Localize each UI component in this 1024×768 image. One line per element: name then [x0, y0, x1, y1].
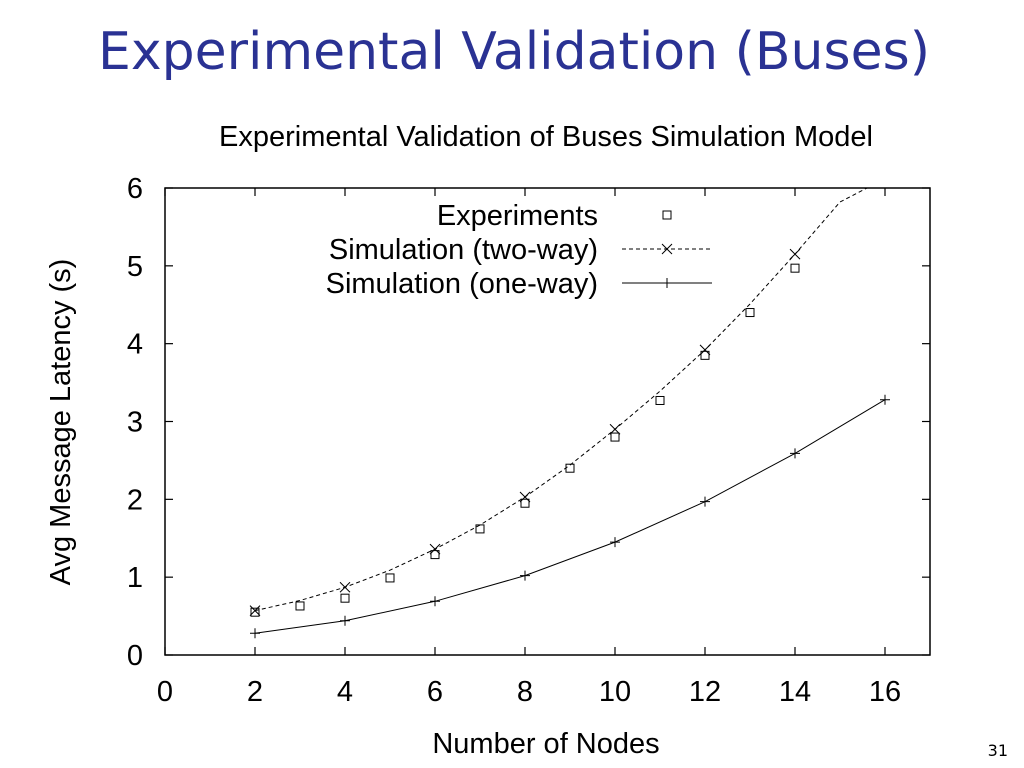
x-tick-label: 14 [779, 676, 811, 708]
plot-area [249, 187, 890, 639]
data-point [250, 607, 260, 617]
series-1 [250, 263, 800, 617]
data-point [250, 628, 260, 639]
data-point [339, 581, 351, 593]
data-point [430, 550, 440, 560]
legend-label: Experiments [437, 200, 598, 232]
legend-label: Simulation (one-way) [326, 268, 598, 300]
data-point [880, 394, 890, 405]
data-point [790, 448, 800, 459]
y-tick-label: 3 [127, 407, 143, 439]
series-line [254, 399, 886, 634]
y-tick-label: 2 [127, 484, 143, 516]
y-tick-label: 0 [127, 640, 143, 672]
legend-label: Simulation (two-way) [329, 234, 598, 266]
data-point [789, 248, 801, 260]
data-point [700, 496, 710, 507]
legend-marker [662, 210, 672, 220]
x-tick-label: 0 [157, 676, 173, 708]
data-point [699, 344, 711, 356]
x-tick-label: 4 [337, 676, 353, 708]
x-axis-label: Number of Nodes [432, 728, 659, 760]
data-point [340, 593, 350, 603]
series-line [254, 187, 868, 612]
legend-marker [662, 278, 672, 288]
data-point [700, 350, 710, 360]
y-tick-label: 6 [127, 173, 143, 205]
y-tick-label: 1 [127, 562, 143, 594]
x-tick-label: 12 [689, 676, 721, 708]
slide-title: Experimental Validation (Buses) [98, 22, 930, 82]
x-tick-label: 10 [599, 676, 631, 708]
x-tick-label: 16 [869, 676, 901, 708]
y-tick-label: 4 [127, 329, 143, 361]
data-point [520, 498, 530, 508]
data-point [295, 601, 305, 611]
series-3 [250, 394, 890, 639]
data-point [249, 605, 261, 616]
data-point [520, 570, 530, 581]
y-axis-label: Avg Message Latency (s) [45, 259, 77, 586]
y-tick-label: 5 [127, 251, 143, 283]
x-tick-label: 8 [517, 676, 533, 708]
x-tick-label: 6 [427, 676, 443, 708]
page-number: 31 [987, 741, 1008, 760]
data-point [655, 395, 665, 405]
data-point [565, 463, 575, 473]
data-point [610, 537, 620, 548]
chart-title: Experimental Validation of Buses Simulat… [219, 121, 873, 153]
series-2 [249, 187, 868, 616]
x-tick-label: 2 [247, 676, 263, 708]
data-point [610, 432, 620, 442]
data-point [340, 615, 350, 626]
data-point [609, 423, 621, 435]
legend-marker [661, 243, 673, 255]
data-point [429, 543, 441, 555]
data-point [430, 596, 440, 607]
data-point [385, 573, 395, 583]
data-point [745, 308, 755, 318]
data-point [519, 491, 531, 503]
data-point [790, 263, 800, 273]
